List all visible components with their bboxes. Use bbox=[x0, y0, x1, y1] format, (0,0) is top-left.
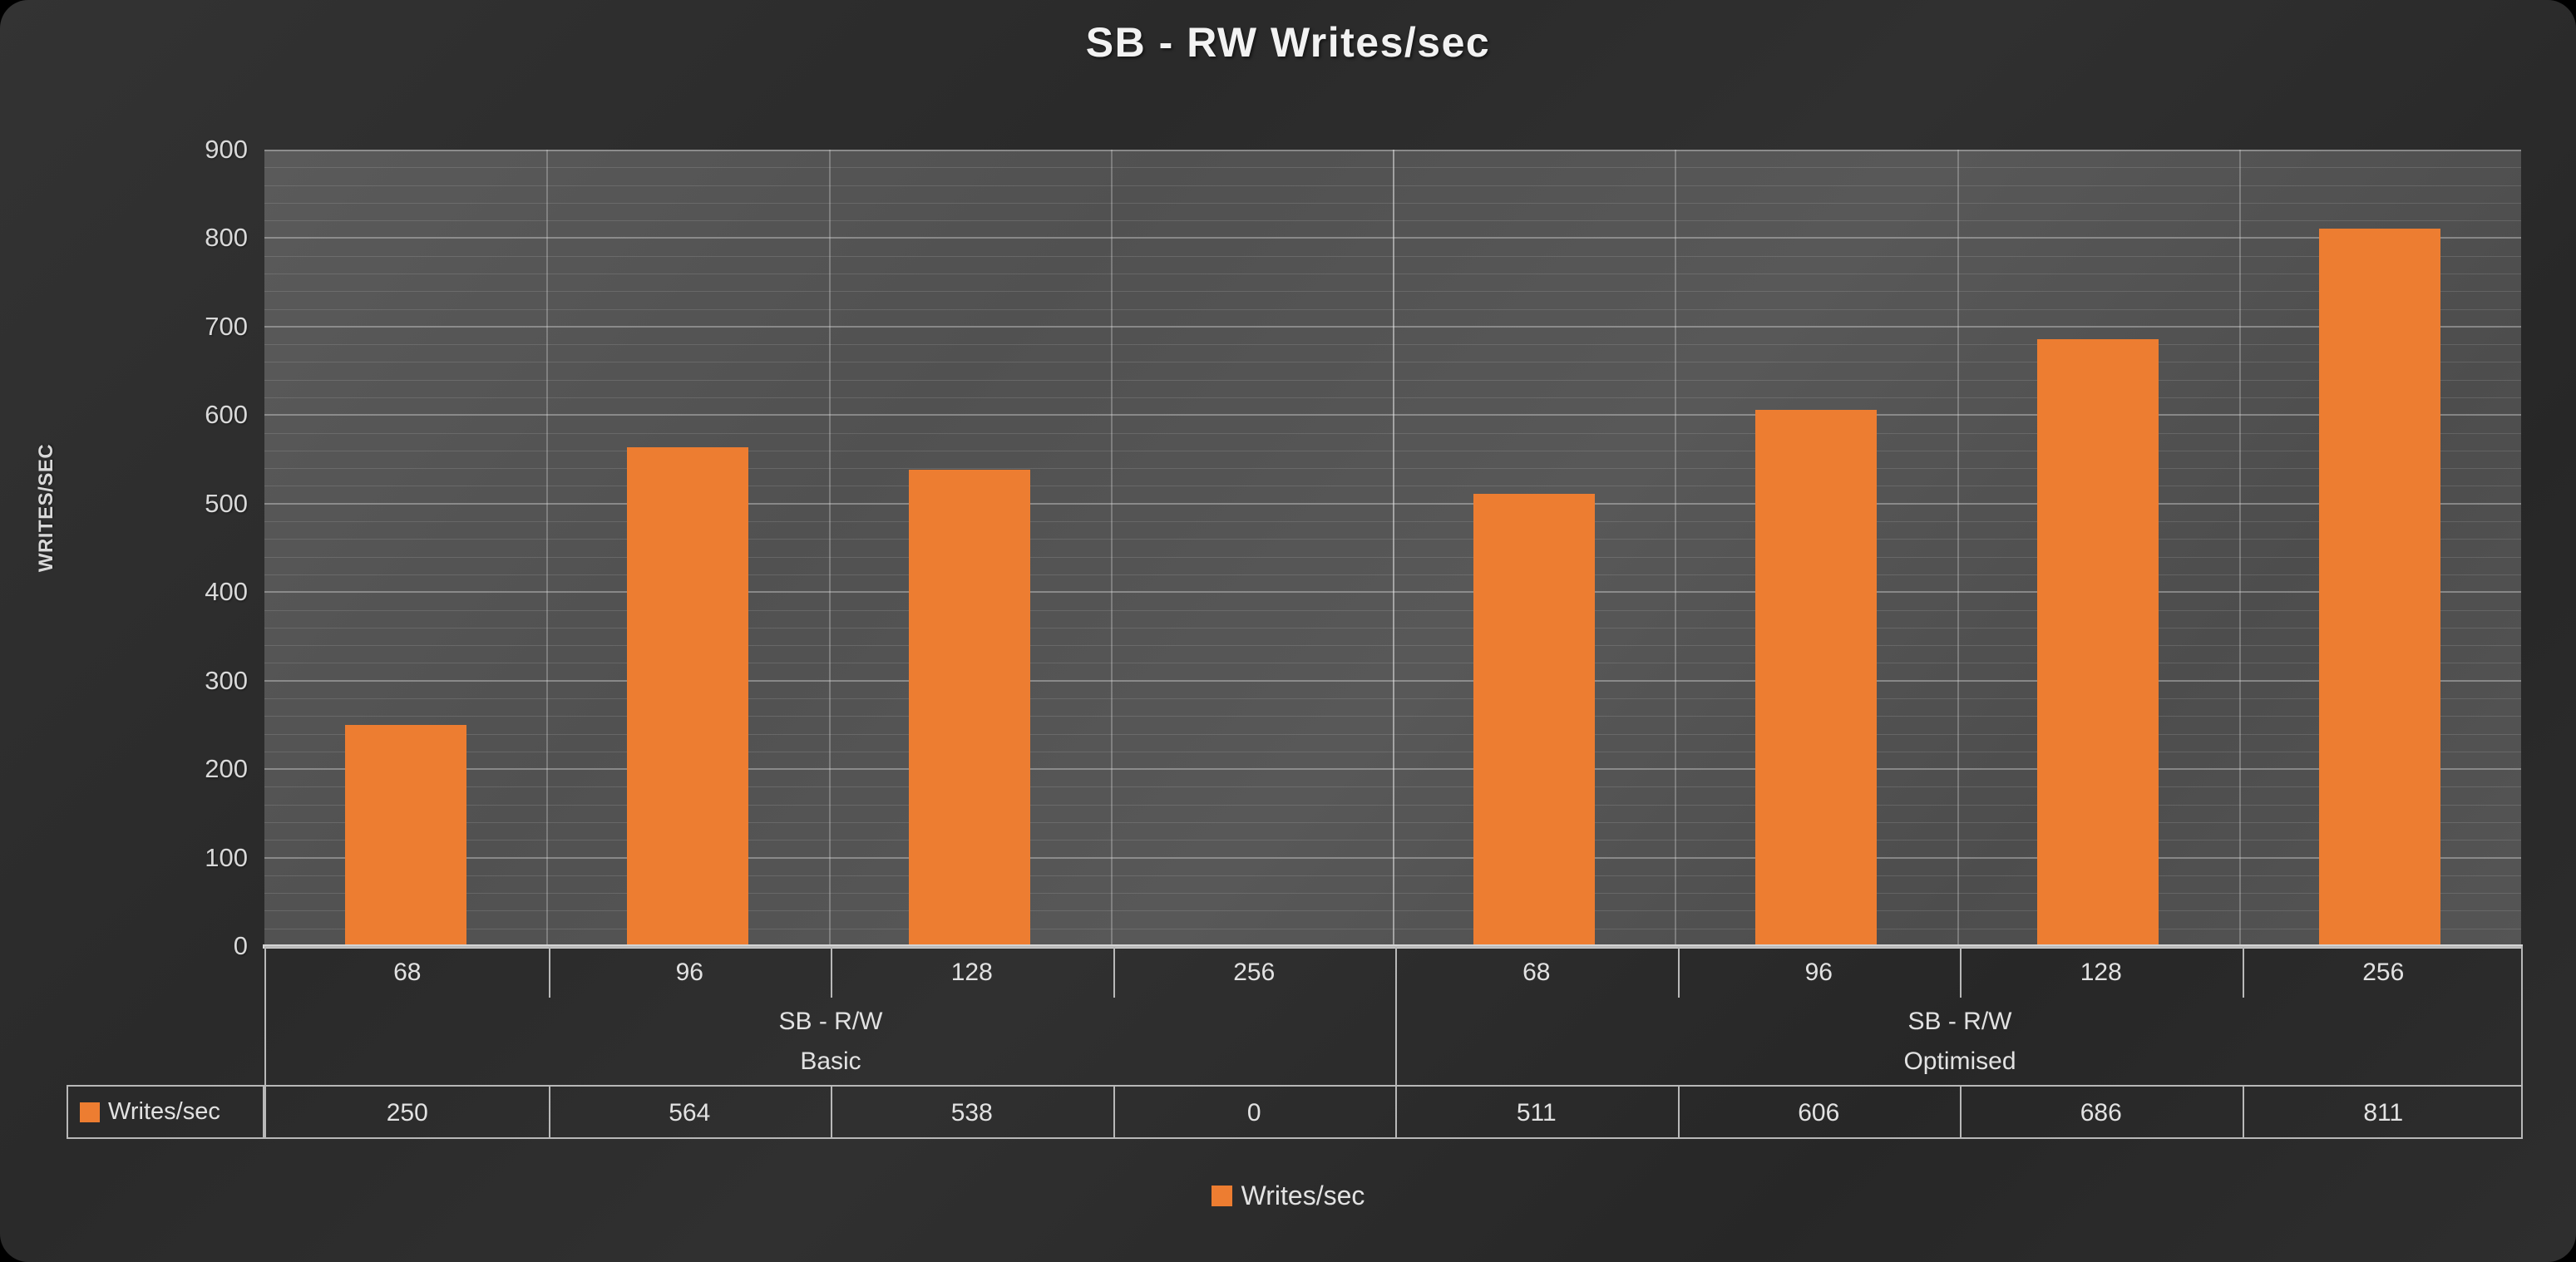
data-table-row-divider bbox=[266, 1085, 2521, 1087]
y-axis-tick-label: 300 bbox=[205, 665, 248, 695]
data-table-value-separator bbox=[548, 1087, 550, 1139]
data-table-group-separator bbox=[1395, 998, 1397, 1085]
y-axis-title: WRITES/SEC bbox=[35, 443, 57, 573]
y-axis-tick-label: 200 bbox=[205, 754, 248, 784]
data-table-value-cell: 250 bbox=[386, 1098, 428, 1126]
data-table-category-cell: 68 bbox=[1522, 959, 1551, 986]
data-table-value-separator bbox=[2242, 1087, 2244, 1139]
data-table-category-separator bbox=[1395, 948, 1397, 998]
data-table-value-separator bbox=[831, 1087, 832, 1139]
data-table-value-cell: 511 bbox=[1516, 1098, 1557, 1126]
plot-area bbox=[264, 150, 2521, 947]
data-table-category-separator bbox=[1113, 948, 1115, 998]
data-table-category-cell: 128 bbox=[2080, 959, 2122, 986]
y-axis-tick-label: 0 bbox=[233, 931, 248, 960]
data-table-category-cell: 128 bbox=[950, 959, 993, 986]
data-table-category-cell: 256 bbox=[2362, 959, 2405, 986]
category-divider-line bbox=[1675, 150, 1677, 946]
legend-item-label: Writes/sec bbox=[1241, 1181, 1365, 1210]
data-table-category-cell: 96 bbox=[675, 959, 703, 986]
y-axis-tick-label: 500 bbox=[205, 488, 248, 518]
category-divider-line bbox=[1110, 150, 1113, 946]
bar bbox=[2319, 228, 2441, 946]
bar bbox=[909, 470, 1031, 946]
category-gridlines bbox=[264, 150, 2521, 946]
data-table-row-label: Writes/sec bbox=[108, 1098, 220, 1125]
data-table-category-separator bbox=[1960, 948, 1962, 998]
data-table-group-cell: SB - R/W Optimised bbox=[1395, 998, 2524, 1085]
data-table: Writes/sec 68 250 96 564 128 538 256 0 68 511 96 60… bbox=[67, 946, 2523, 1139]
data-table-category-separator bbox=[548, 948, 550, 998]
data-table-value-cell: 811 bbox=[2363, 1098, 2404, 1126]
bar bbox=[2037, 338, 2159, 946]
category-divider-line bbox=[2238, 150, 2241, 946]
group-label-line1: SB - R/W bbox=[1907, 1007, 2012, 1035]
bar bbox=[1473, 494, 1595, 946]
group-divider-line bbox=[1393, 150, 1394, 946]
data-table-group-cell: SB - R/W Basic bbox=[266, 998, 1395, 1085]
data-table-category-separator bbox=[831, 948, 832, 998]
data-table-value-cell: 564 bbox=[669, 1098, 711, 1126]
data-table-value-separator bbox=[1113, 1087, 1115, 1139]
category-divider-line bbox=[828, 150, 831, 946]
group-label-line2: Basic bbox=[800, 1047, 861, 1075]
data-table-value-separator bbox=[1960, 1087, 1962, 1139]
y-axis-tick-label: 900 bbox=[205, 135, 248, 164]
data-table-category-cell: 256 bbox=[1233, 959, 1276, 986]
y-axis-tick-label: 800 bbox=[205, 223, 248, 253]
data-table-value-cell: 538 bbox=[950, 1098, 993, 1126]
bar-series-writes-per-sec bbox=[264, 150, 2521, 946]
data-table-category-cell: 96 bbox=[1804, 959, 1833, 986]
category-divider-line bbox=[546, 150, 549, 946]
data-table-value-separator bbox=[1395, 1087, 1397, 1139]
data-table-value-separator bbox=[1677, 1087, 1680, 1139]
group-label-line1: SB - R/W bbox=[778, 1007, 883, 1035]
data-table-row-header: Writes/sec bbox=[67, 1085, 264, 1139]
data-table-category-separator bbox=[1677, 948, 1680, 998]
y-axis-tick-label: 100 bbox=[205, 842, 248, 872]
chart-legend: Writes/sec bbox=[0, 1181, 2576, 1211]
bar bbox=[1754, 409, 1877, 946]
y-axis-tick-label: 600 bbox=[205, 400, 248, 430]
data-table-value-cell: 0 bbox=[1246, 1098, 1261, 1126]
data-table-body: 68 250 96 564 128 538 256 0 68 511 96 606 128 686 256 8… bbox=[264, 946, 2523, 1139]
series-color-swatch-icon bbox=[80, 1102, 100, 1122]
bar bbox=[626, 446, 748, 946]
chart-title: SB - RW Writes/sec bbox=[1085, 19, 1491, 66]
y-axis-tick-label: 700 bbox=[205, 311, 248, 341]
data-table-value-cell: 686 bbox=[2080, 1098, 2122, 1126]
data-table-category-cell: 68 bbox=[393, 959, 422, 986]
y-axis-tick-label: 400 bbox=[205, 577, 248, 607]
data-table-value-cell: 606 bbox=[1798, 1098, 1840, 1126]
category-divider-line bbox=[1957, 150, 1959, 946]
data-table-category-separator bbox=[2242, 948, 2244, 998]
y-axis-tick-labels: 900 800 700 600 500 400 300 200 100 0 bbox=[125, 133, 248, 960]
group-label-line2: Optimised bbox=[1903, 1047, 2016, 1075]
bar bbox=[344, 724, 466, 946]
legend-color-swatch-icon bbox=[1211, 1186, 1232, 1206]
